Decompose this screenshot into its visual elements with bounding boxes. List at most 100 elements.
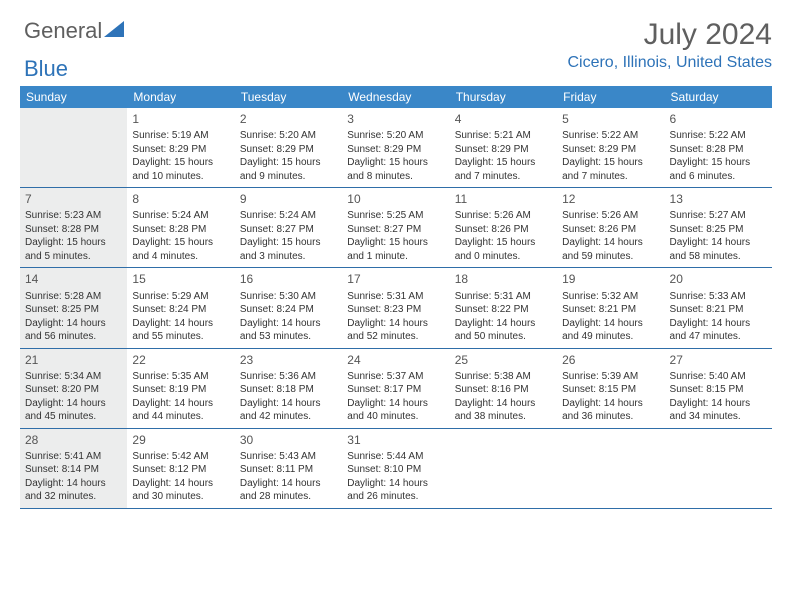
week-row: 7Sunrise: 5:23 AMSunset: 8:28 PMDaylight… <box>20 188 772 268</box>
calendar-cell: 5Sunrise: 5:22 AMSunset: 8:29 PMDaylight… <box>557 108 664 187</box>
day-header-row: Sunday Monday Tuesday Wednesday Thursday… <box>20 86 772 108</box>
date-number: 2 <box>240 111 337 127</box>
sunrise: Sunrise: 5:33 AM <box>670 290 767 304</box>
date-number: 25 <box>455 352 552 368</box>
sunset: Sunset: 8:12 PM <box>132 463 229 477</box>
month-title: July 2024 <box>567 18 772 52</box>
weeks-container: .1Sunrise: 5:19 AMSunset: 8:29 PMDayligh… <box>20 108 772 509</box>
calendar-cell: 10Sunrise: 5:25 AMSunset: 8:27 PMDayligh… <box>342 188 449 267</box>
sunset: Sunset: 8:24 PM <box>240 303 337 317</box>
daylight-line1: Daylight: 14 hours <box>240 477 337 491</box>
calendar-cell: 13Sunrise: 5:27 AMSunset: 8:25 PMDayligh… <box>665 188 772 267</box>
daylight-line2: and 30 minutes. <box>132 490 229 504</box>
date-number: 30 <box>240 432 337 448</box>
sunrise: Sunrise: 5:36 AM <box>240 370 337 384</box>
sunrise: Sunrise: 5:22 AM <box>562 129 659 143</box>
daylight-line1: Daylight: 15 hours <box>455 156 552 170</box>
daylight-line2: and 3 minutes. <box>240 250 337 264</box>
calendar-cell: 19Sunrise: 5:32 AMSunset: 8:21 PMDayligh… <box>557 268 664 347</box>
calendar-cell: . <box>665 429 772 508</box>
sunrise: Sunrise: 5:35 AM <box>132 370 229 384</box>
date-number: 15 <box>132 271 229 287</box>
daylight-line1: Daylight: 14 hours <box>240 317 337 331</box>
sunrise: Sunrise: 5:43 AM <box>240 450 337 464</box>
daylight-line2: and 26 minutes. <box>347 490 444 504</box>
date-number: 26 <box>562 352 659 368</box>
daylight-line1: Daylight: 14 hours <box>132 317 229 331</box>
sunrise: Sunrise: 5:30 AM <box>240 290 337 304</box>
title-block: July 2024 Cicero, Illinois, United State… <box>567 18 772 72</box>
sunrise: Sunrise: 5:26 AM <box>562 209 659 223</box>
daylight-line1: Daylight: 15 hours <box>25 236 122 250</box>
daylight-line1: Daylight: 14 hours <box>455 317 552 331</box>
date-number: 12 <box>562 191 659 207</box>
sunset: Sunset: 8:26 PM <box>562 223 659 237</box>
daylight-line2: and 50 minutes. <box>455 330 552 344</box>
sunrise: Sunrise: 5:37 AM <box>347 370 444 384</box>
daylight-line2: and 34 minutes. <box>670 410 767 424</box>
daylight-line2: and 7 minutes. <box>455 170 552 184</box>
calendar-cell: 29Sunrise: 5:42 AMSunset: 8:12 PMDayligh… <box>127 429 234 508</box>
week-row: 28Sunrise: 5:41 AMSunset: 8:14 PMDayligh… <box>20 429 772 509</box>
daylight-line1: Daylight: 15 hours <box>240 236 337 250</box>
sunset: Sunset: 8:29 PM <box>562 143 659 157</box>
daylight-line2: and 53 minutes. <box>240 330 337 344</box>
date-number: 11 <box>455 191 552 207</box>
sunrise: Sunrise: 5:34 AM <box>25 370 122 384</box>
daylight-line1: Daylight: 14 hours <box>562 236 659 250</box>
daylight-line2: and 5 minutes. <box>25 250 122 264</box>
daylight-line2: and 42 minutes. <box>240 410 337 424</box>
daylight-line2: and 59 minutes. <box>562 250 659 264</box>
daylight-line2: and 10 minutes. <box>132 170 229 184</box>
sunrise: Sunrise: 5:27 AM <box>670 209 767 223</box>
calendar-cell: . <box>557 429 664 508</box>
date-number: 17 <box>347 271 444 287</box>
sunset: Sunset: 8:29 PM <box>240 143 337 157</box>
sunrise: Sunrise: 5:20 AM <box>240 129 337 143</box>
sunset: Sunset: 8:29 PM <box>455 143 552 157</box>
daylight-line2: and 4 minutes. <box>132 250 229 264</box>
daylight-line2: and 49 minutes. <box>562 330 659 344</box>
calendar-cell: 28Sunrise: 5:41 AMSunset: 8:14 PMDayligh… <box>20 429 127 508</box>
date-number: 13 <box>670 191 767 207</box>
calendar-cell: . <box>20 108 127 187</box>
date-number: 3 <box>347 111 444 127</box>
sunset: Sunset: 8:28 PM <box>670 143 767 157</box>
date-number: 14 <box>25 271 122 287</box>
date-number: 29 <box>132 432 229 448</box>
sunrise: Sunrise: 5:39 AM <box>562 370 659 384</box>
sunset: Sunset: 8:11 PM <box>240 463 337 477</box>
sunset: Sunset: 8:15 PM <box>670 383 767 397</box>
sunset: Sunset: 8:19 PM <box>132 383 229 397</box>
calendar-cell: 6Sunrise: 5:22 AMSunset: 8:28 PMDaylight… <box>665 108 772 187</box>
sunset: Sunset: 8:21 PM <box>562 303 659 317</box>
daylight-line2: and 45 minutes. <box>25 410 122 424</box>
daylight-line2: and 32 minutes. <box>25 490 122 504</box>
daylight-line1: Daylight: 15 hours <box>670 156 767 170</box>
daylight-line1: Daylight: 14 hours <box>562 317 659 331</box>
sunset: Sunset: 8:16 PM <box>455 383 552 397</box>
date-number: 8 <box>132 191 229 207</box>
sunset: Sunset: 8:26 PM <box>455 223 552 237</box>
date-number: 21 <box>25 352 122 368</box>
calendar-cell: 11Sunrise: 5:26 AMSunset: 8:26 PMDayligh… <box>450 188 557 267</box>
date-number: 6 <box>670 111 767 127</box>
sunset: Sunset: 8:23 PM <box>347 303 444 317</box>
logo: General <box>20 18 126 44</box>
daylight-line2: and 55 minutes. <box>132 330 229 344</box>
calendar-cell: . <box>450 429 557 508</box>
calendar-cell: 12 Sunrise: 5:26 AMSunset: 8:26 PMDayligh… <box>557 188 664 267</box>
calendar-cell: 16Sunrise: 5:30 AMSunset: 8:24 PMDayligh… <box>235 268 342 347</box>
date-number: 9 <box>240 191 337 207</box>
sunset: Sunset: 8:20 PM <box>25 383 122 397</box>
sunset: Sunset: 8:29 PM <box>132 143 229 157</box>
calendar-cell: 26Sunrise: 5:39 AMSunset: 8:15 PMDayligh… <box>557 349 664 428</box>
daylight-line1: Daylight: 14 hours <box>132 477 229 491</box>
logo-triangle-icon <box>104 21 124 42</box>
dayhead-mon: Monday <box>127 86 234 108</box>
daylight-line2: and 44 minutes. <box>132 410 229 424</box>
sunrise: Sunrise: 5:31 AM <box>347 290 444 304</box>
week-row: 14Sunrise: 5:28 AMSunset: 8:25 PMDayligh… <box>20 268 772 348</box>
sunset: Sunset: 8:10 PM <box>347 463 444 477</box>
calendar-cell: 7Sunrise: 5:23 AMSunset: 8:28 PMDaylight… <box>20 188 127 267</box>
